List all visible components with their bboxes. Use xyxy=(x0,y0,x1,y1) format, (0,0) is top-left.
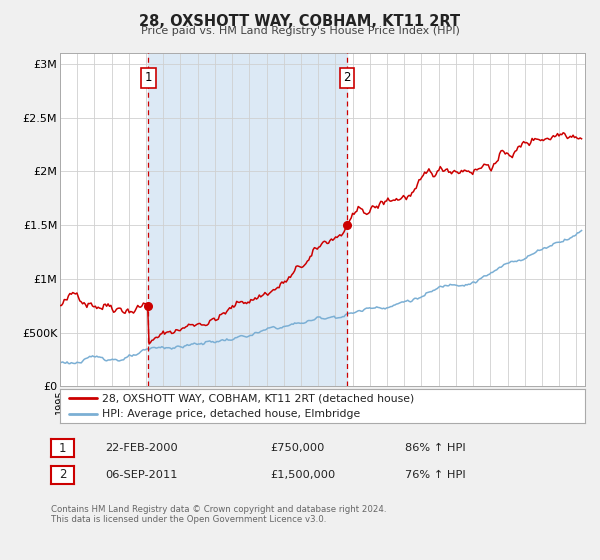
Text: 2: 2 xyxy=(343,72,351,85)
Text: 76% ↑ HPI: 76% ↑ HPI xyxy=(405,470,466,480)
Text: 22-FEB-2000: 22-FEB-2000 xyxy=(105,443,178,453)
Text: Contains HM Land Registry data © Crown copyright and database right 2024.: Contains HM Land Registry data © Crown c… xyxy=(51,505,386,514)
Bar xyxy=(148,53,347,386)
Text: 06-SEP-2011: 06-SEP-2011 xyxy=(105,470,178,480)
Text: £1,500,000: £1,500,000 xyxy=(270,470,335,480)
Text: This data is licensed under the Open Government Licence v3.0.: This data is licensed under the Open Gov… xyxy=(51,515,326,524)
Text: 28, OXSHOTT WAY, COBHAM, KT11 2RT: 28, OXSHOTT WAY, COBHAM, KT11 2RT xyxy=(139,14,461,29)
Text: Price paid vs. HM Land Registry's House Price Index (HPI): Price paid vs. HM Land Registry's House … xyxy=(140,26,460,36)
Text: 28, OXSHOTT WAY, COBHAM, KT11 2RT (detached house): 28, OXSHOTT WAY, COBHAM, KT11 2RT (detac… xyxy=(102,393,414,403)
Text: 86% ↑ HPI: 86% ↑ HPI xyxy=(405,443,466,453)
Text: £750,000: £750,000 xyxy=(270,443,325,453)
Text: 1: 1 xyxy=(59,441,66,455)
Text: HPI: Average price, detached house, Elmbridge: HPI: Average price, detached house, Elmb… xyxy=(102,409,360,419)
Text: 2: 2 xyxy=(59,468,66,482)
Text: 1: 1 xyxy=(145,72,152,85)
